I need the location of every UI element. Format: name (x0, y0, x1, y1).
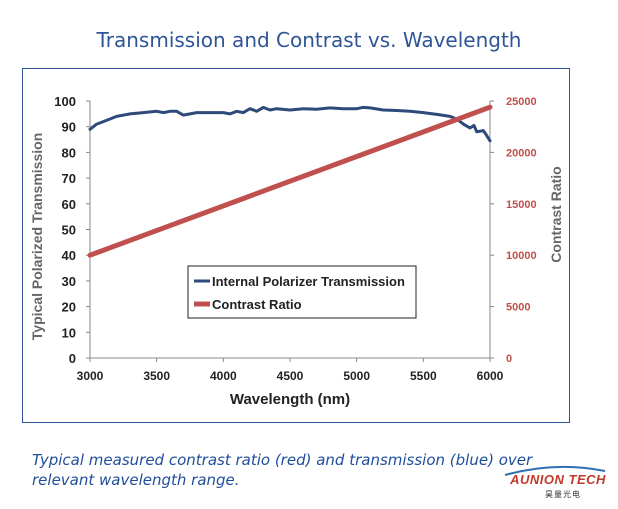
company-logo: AUNION TECH (510, 472, 606, 487)
x-tick-label: 3000 (77, 369, 104, 383)
left-y-tick-label: 0 (69, 351, 76, 366)
x-tick-label: 5500 (410, 369, 437, 383)
left-y-tick-label: 30 (62, 274, 76, 289)
right-y-tick-label: 15000 (506, 199, 537, 211)
right-y-tick-label: 25000 (506, 96, 537, 108)
x-tick-label: 5000 (343, 369, 370, 383)
left-y-tick-label: 60 (62, 197, 76, 212)
legend-entry-label: Contrast Ratio (212, 297, 302, 312)
left-y-tick-label: 20 (62, 300, 76, 315)
legend-box (187, 265, 417, 319)
page-title: Transmission and Contrast vs. Wavelength (96, 28, 522, 52)
left-y-tick-label: 10 (62, 325, 76, 340)
x-tick-label: 3500 (143, 369, 170, 383)
figure-caption: Typical measured contrast ratio (red) an… (32, 451, 533, 489)
legend-entry-label: Internal Polarizer Transmission (212, 274, 405, 289)
transmission-series-line (88, 105, 492, 143)
chart-frame (22, 68, 570, 423)
right-y-tick-label: 5000 (506, 302, 530, 314)
right-y-axis-label: Contrast Ratio (548, 166, 564, 262)
x-axis-label: Wavelength (nm) (230, 391, 350, 408)
left-y-tick-label: 80 (62, 145, 76, 160)
left-y-tick-label: 50 (62, 223, 76, 238)
left-y-tick-label: 90 (62, 120, 76, 135)
left-y-tick-label: 100 (54, 94, 76, 109)
right-y-tick-label: 20000 (506, 147, 537, 159)
left-y-tick-label: 40 (62, 248, 76, 263)
x-tick-label: 6000 (477, 369, 504, 383)
right-y-tick-label: 10000 (506, 250, 537, 262)
x-tick-label: 4500 (277, 369, 304, 383)
right-y-tick-label: 0 (506, 353, 512, 365)
company-logo-subtitle: 昊量光电 (545, 490, 581, 499)
left-y-tick-label: 70 (62, 171, 76, 186)
dual-axis-line-chart: 0 10 20 30 40 50 60 70 80 90 100 0 5000 10000 15000 200… (29, 94, 564, 408)
logo-swoosh-icon (504, 465, 606, 476)
left-y-axis-label: Typical Polarized Transmission (29, 133, 45, 340)
contrast-ratio-series-line (87, 104, 493, 258)
x-tick-label: 4000 (210, 369, 237, 383)
